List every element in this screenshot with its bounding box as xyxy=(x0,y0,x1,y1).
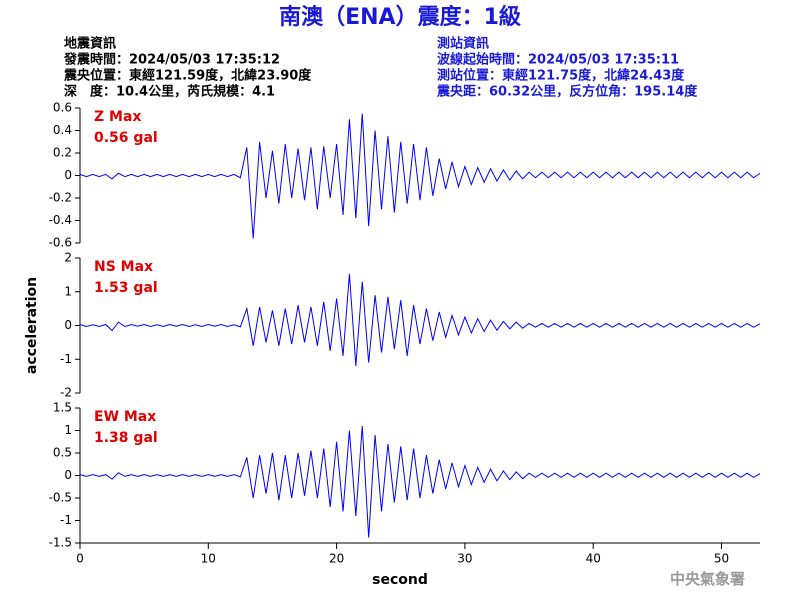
y-tick-label: 0.6 xyxy=(53,101,72,115)
y-tick-label: 1 xyxy=(64,284,72,298)
panel-annotation: 1.38 gal xyxy=(94,430,158,446)
y-tick-label: 0 xyxy=(64,468,72,482)
y-tick-label: -2 xyxy=(60,386,72,400)
y-tick-label: -1 xyxy=(60,352,72,366)
y-tick-label: -1 xyxy=(60,513,72,527)
chart-title: 南澳（ENA）震度：1級 xyxy=(279,4,521,30)
x-tick-label: 40 xyxy=(586,552,601,566)
x-tick-label: 0 xyxy=(76,552,84,566)
y-tick-label: -0.2 xyxy=(49,191,72,205)
info-line: 深 度：10.4公里，芮氏規模：4.1 xyxy=(64,84,275,100)
waveform xyxy=(79,425,761,538)
x-tick-label: 20 xyxy=(329,552,344,566)
y-tick-label: -0.4 xyxy=(49,213,72,227)
info-line: 發震時間：2024/05/03 17:35:12 xyxy=(63,52,280,68)
panel-label: Z Max xyxy=(94,109,141,125)
y-tick-label: 0.4 xyxy=(53,123,72,137)
info-line: 測站資訊 xyxy=(437,36,489,52)
waveform xyxy=(79,113,761,239)
y-tick-label: 1 xyxy=(64,423,72,437)
y-axis-label: acceleration xyxy=(24,277,40,374)
x-axis-label: second xyxy=(372,572,428,588)
watermark: 中央氣象署 xyxy=(670,570,745,588)
x-tick-label: 50 xyxy=(714,552,729,566)
x-tick-label: 10 xyxy=(201,552,216,566)
y-tick-label: 0.5 xyxy=(53,446,72,460)
x-tick-label: 30 xyxy=(457,552,472,566)
y-tick-label: -1.5 xyxy=(49,536,72,550)
y-tick-label: -0.6 xyxy=(49,236,72,250)
y-tick-label: -0.5 xyxy=(49,491,72,505)
info-line: 震央距：60.32公里，反方位角：195.14度 xyxy=(436,84,698,100)
info-line: 震央位置：東經121.59度，北緯23.90度 xyxy=(63,68,312,84)
info-line: 波線起始時間：2024/05/03 17:35:11 xyxy=(437,52,679,68)
y-tick-label: 2 xyxy=(64,251,72,265)
panel-annotation: 1.53 gal xyxy=(94,280,158,296)
info-line: 測站位置：東經121.75度，北緯24.43度 xyxy=(437,68,685,84)
panel-annotation: 0.56 gal xyxy=(94,130,158,146)
info-line: 地震資訊 xyxy=(64,36,116,52)
panel-label: NS Max xyxy=(94,259,153,275)
y-tick-label: 0 xyxy=(64,168,72,182)
waveform xyxy=(79,273,761,367)
y-tick-label: 1.5 xyxy=(53,401,72,415)
panel-label: EW Max xyxy=(94,409,156,425)
y-tick-label: 0 xyxy=(64,318,72,332)
y-tick-label: 0.2 xyxy=(53,146,72,160)
